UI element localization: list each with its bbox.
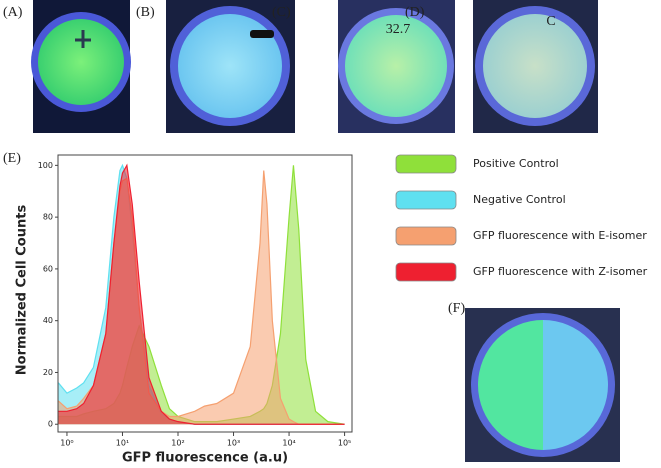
y-tick-label: 100 [38,161,53,170]
panel-label: (F) [448,301,465,316]
legend-label: GFP fluorescence with Z-isomer [473,265,648,278]
x-tick-label: 10⁰ [60,439,73,448]
x-tick-label: 10⁵ [338,439,351,448]
legend-swatch [395,262,457,282]
y-axis-label: Normalized Cell Counts [15,205,30,376]
photo-b [166,0,295,133]
plate-text: 32.7 [386,22,411,37]
panel-label: (A) [3,5,23,20]
y-tick-label: 0 [48,420,53,429]
legend-swatch [395,226,457,246]
photo-f [465,308,620,462]
x-axis-label: GFP fluorescence (a.u) [122,451,288,466]
y-tick-label: 60 [43,264,53,273]
photo-c: 32.7 [338,0,455,133]
y-tick-label: 40 [43,316,53,325]
plot-frame [57,154,353,433]
legend-swatch [395,190,457,210]
y-tick-label: 80 [43,213,53,222]
plate-text: C [546,14,555,29]
y-tick-label: 20 [43,368,53,377]
x-tick-label: 10³ [227,439,240,448]
panel-label: (B) [136,5,155,20]
photo-d: C [473,0,598,133]
panel-label: (E) [3,151,21,166]
x-tick-label: 10² [171,439,184,448]
x-tick-label: 10¹ [116,439,129,448]
legend-label: GFP fluorescence with E-isomer [473,229,647,242]
legend-label: Positive Control [473,157,559,170]
area-fill [58,165,345,425]
legend-swatch [395,154,457,174]
panel-label: (C) [272,5,291,20]
legend-label: Negative Control [473,193,566,206]
panel-label: (D) [405,5,425,20]
photo-a [31,0,131,133]
area-outline [58,163,345,425]
x-tick-label: 10⁴ [282,439,295,448]
